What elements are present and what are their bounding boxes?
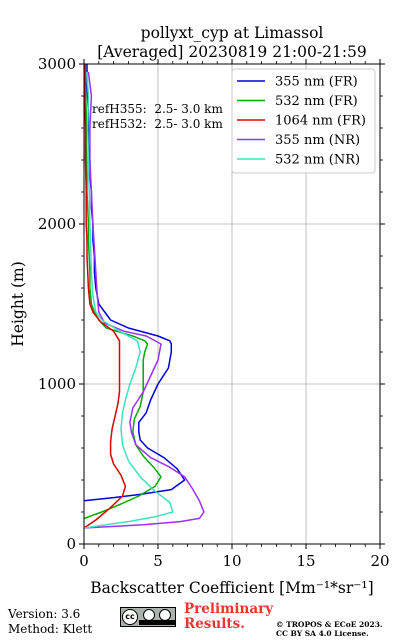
x-axis-label: Backscatter Coefficient [Mm⁻¹*sr⁻¹] — [90, 579, 373, 597]
license-strip — [139, 620, 175, 625]
x-tick-label: 10 — [222, 552, 241, 570]
axis-ticks: 0 5 10 15 20 0 1000 2000 3000 — [38, 55, 390, 570]
copyright-notice: © TROPOS & ECoE 2023. CC BY SA 4.0 Licen… — [276, 620, 383, 638]
cc-icon: cc — [122, 609, 138, 625]
y-tick-label: 3000 — [38, 55, 76, 73]
series-line-3 — [83, 71, 205, 529]
legend-label-3: 355 nm (NR) — [275, 133, 360, 148]
chart-subtitle: [Averaged] 20230819 21:00-21:59 — [97, 43, 367, 61]
legend-label-2: 1064 nm (FR) — [275, 114, 366, 129]
annotation-refh355: refH355: 2.5- 3.0 km — [92, 102, 223, 116]
legend-label-4: 532 nm (NR) — [275, 153, 360, 168]
series-line-4 — [83, 71, 174, 529]
copyright-line2: CC BY SA 4.0 License. — [276, 629, 369, 638]
y-axis-label: Height (m) — [9, 261, 27, 347]
version-label: Version: 3.6 — [8, 607, 81, 621]
x-tick-label: 0 — [79, 552, 89, 570]
preliminary-line2: Results. — [184, 616, 245, 632]
data-lines — [83, 64, 205, 529]
series-line-2 — [83, 64, 127, 529]
y-tick-label: 1000 — [38, 375, 76, 393]
legend-label-1: 532 nm (FR) — [275, 94, 358, 109]
method-label: Method: Klett — [8, 622, 93, 636]
cc-license-badge: cc — [120, 607, 176, 627]
preliminary-line1: Preliminary — [184, 601, 274, 617]
y-tick-label: 2000 — [38, 215, 76, 233]
x-tick-label: 15 — [296, 552, 315, 570]
copyright-line1: © TROPOS & ECoE 2023. — [276, 620, 383, 629]
legend-label-0: 355 nm (FR) — [275, 75, 358, 90]
chart-title: pollyxt_cyp at Limassol — [141, 24, 324, 42]
x-tick-label: 5 — [153, 552, 163, 570]
legend-box — [231, 68, 376, 174]
annotation-refh532: refH532: 2.5- 3.0 km — [92, 117, 223, 131]
series-line-1 — [83, 64, 162, 520]
y-tick-label: 0 — [66, 535, 76, 553]
x-tick-label: 20 — [370, 552, 389, 570]
legend: 355 nm (FR) 532 nm (FR) 1064 nm (FR) 355 nm… — [231, 68, 376, 174]
backscatter-profile-chart: pollyxt_cyp at Limassol [Averaged] 20230… — [9, 24, 390, 597]
preliminary-notice: Preliminary Results. — [184, 602, 273, 632]
